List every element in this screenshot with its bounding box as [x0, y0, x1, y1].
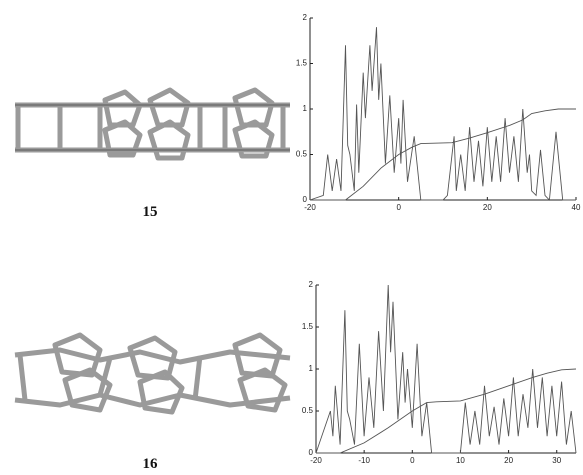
- x-tick-label: 40: [572, 203, 581, 212]
- data-line: [315, 284, 577, 454]
- x-tick-label: -10: [358, 456, 370, 465]
- y-tick-label: 2: [309, 280, 314, 289]
- y-tick-label: 0: [309, 448, 314, 457]
- structure-label: 15: [143, 204, 158, 220]
- data-line: [316, 368, 577, 454]
- x-tick-label: -20: [304, 203, 316, 212]
- y-tick-label: 0: [303, 195, 308, 204]
- y-tick-label: 2: [303, 13, 308, 22]
- x-tick-label: -20: [310, 456, 322, 465]
- y-tick-label: 0.5: [296, 150, 308, 159]
- structure-label: 16: [143, 456, 159, 472]
- x-tick-label: 20: [483, 203, 492, 212]
- x-tick-label: 10: [456, 456, 465, 465]
- x-tick-label: 0: [410, 456, 415, 465]
- y-tick-label: 1.5: [302, 322, 314, 331]
- y-tick-label: 1: [303, 104, 308, 113]
- y-tick-label: 1.5: [296, 59, 308, 68]
- molecule-15: [15, 87, 290, 161]
- x-tick-label: 20: [504, 456, 513, 465]
- data-line: [310, 108, 576, 201]
- y-tick-label: 1: [309, 364, 314, 373]
- molecule-16: [14, 332, 291, 415]
- x-tick-label: 0: [396, 203, 401, 212]
- y-tick-label: 0.5: [302, 406, 314, 415]
- x-tick-label: 30: [552, 456, 561, 465]
- data-line: [309, 27, 576, 202]
